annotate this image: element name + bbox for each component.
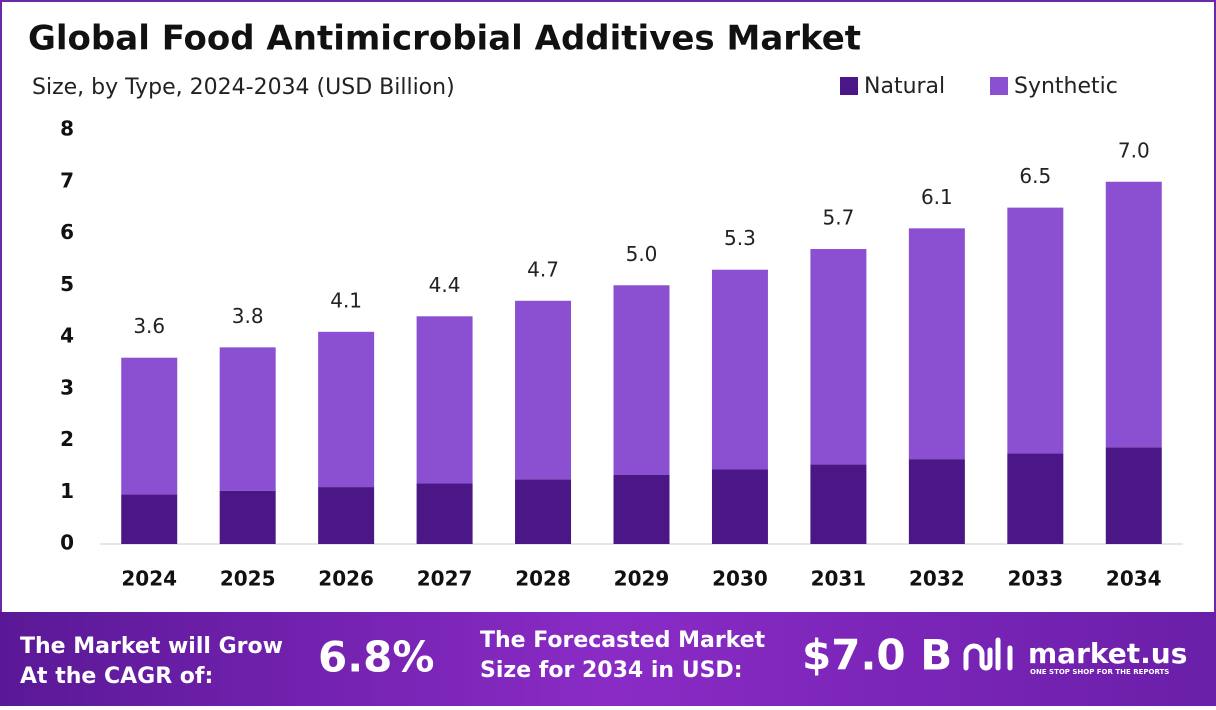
footer-banner bbox=[0, 612, 1216, 706]
cagr-text: At the CAGR of: bbox=[20, 664, 213, 689]
y-tick-label: 4 bbox=[60, 324, 74, 348]
total-label: 6.5 bbox=[1019, 164, 1051, 188]
cagr-text: The Market will Grow bbox=[20, 634, 283, 659]
bar-segment bbox=[219, 347, 276, 491]
total-label: 5.3 bbox=[724, 226, 756, 250]
y-tick-label: 1 bbox=[60, 479, 74, 503]
bar-segment bbox=[416, 483, 473, 544]
total-label: 5.0 bbox=[626, 242, 658, 266]
bar-segment bbox=[613, 285, 670, 475]
chart-subtitle: Size, by Type, 2024-2034 (USD Billion) bbox=[32, 75, 455, 100]
x-tick-label: 2032 bbox=[909, 567, 965, 591]
total-label: 4.4 bbox=[429, 273, 461, 297]
y-tick-label: 5 bbox=[60, 272, 74, 296]
bar-segment bbox=[908, 228, 965, 460]
brand: market.us bbox=[1028, 637, 1187, 670]
bar-segment bbox=[219, 490, 276, 544]
bar-segment bbox=[318, 487, 375, 544]
total-label: 3.8 bbox=[232, 304, 264, 328]
y-tick-label: 6 bbox=[60, 220, 74, 244]
bar-segment bbox=[810, 249, 867, 465]
bar-segment bbox=[1105, 447, 1162, 544]
bar-segment bbox=[1007, 207, 1064, 454]
y-tick-label: 2 bbox=[60, 427, 74, 451]
x-tick-label: 2031 bbox=[811, 567, 867, 591]
x-tick-label: 2033 bbox=[1007, 567, 1063, 591]
bar-segment bbox=[711, 269, 768, 470]
brand-logo bbox=[963, 637, 1013, 671]
bar-segment bbox=[121, 494, 178, 544]
x-tick-label: 2026 bbox=[318, 567, 374, 591]
bar-segment bbox=[416, 316, 473, 484]
x-tick-label: 2029 bbox=[614, 567, 670, 591]
y-tick-label: 8 bbox=[60, 117, 74, 141]
legend-swatch bbox=[990, 77, 1008, 95]
bar-segment bbox=[810, 464, 867, 544]
tagline: ONE STOP SHOP FOR THE REPORTS bbox=[1030, 668, 1169, 676]
forecast-text: The Forecasted Market bbox=[480, 628, 766, 653]
legend-label: Natural bbox=[864, 74, 945, 99]
bar-segment bbox=[515, 300, 572, 480]
forecast-value: $7.0 B bbox=[802, 631, 952, 680]
bar-segment bbox=[121, 357, 178, 495]
total-label: 3.6 bbox=[133, 314, 165, 338]
legend-swatch bbox=[840, 77, 858, 95]
forecast-text: Size for 2034 in USD: bbox=[480, 658, 743, 683]
bar-segment bbox=[1105, 181, 1162, 448]
cagr-value: 6.8% bbox=[318, 633, 434, 682]
x-tick-label: 2027 bbox=[417, 567, 473, 591]
legend-label: Synthetic bbox=[1014, 74, 1118, 99]
total-label: 4.7 bbox=[527, 257, 559, 281]
total-label: 7.0 bbox=[1118, 138, 1150, 162]
bar-segment bbox=[711, 469, 768, 544]
x-tick-label: 2024 bbox=[121, 567, 177, 591]
y-tick-label: 0 bbox=[60, 531, 74, 555]
total-label: 6.1 bbox=[921, 185, 953, 209]
y-tick-label: 7 bbox=[60, 168, 74, 192]
y-tick-label: 3 bbox=[60, 375, 74, 399]
total-label: 5.7 bbox=[823, 206, 855, 230]
x-tick-label: 2030 bbox=[712, 567, 768, 591]
bar-segment bbox=[515, 479, 572, 544]
bar-segment bbox=[613, 474, 670, 544]
chart-title: Global Food Antimicrobial Additives Mark… bbox=[28, 19, 861, 59]
bar-segment bbox=[318, 331, 375, 488]
total-label: 4.1 bbox=[330, 288, 362, 312]
x-tick-label: 2028 bbox=[515, 567, 571, 591]
x-tick-label: 2025 bbox=[220, 567, 276, 591]
x-tick-label: 2034 bbox=[1106, 567, 1162, 591]
bar-segment bbox=[908, 459, 965, 544]
bar-segment bbox=[1007, 453, 1064, 544]
